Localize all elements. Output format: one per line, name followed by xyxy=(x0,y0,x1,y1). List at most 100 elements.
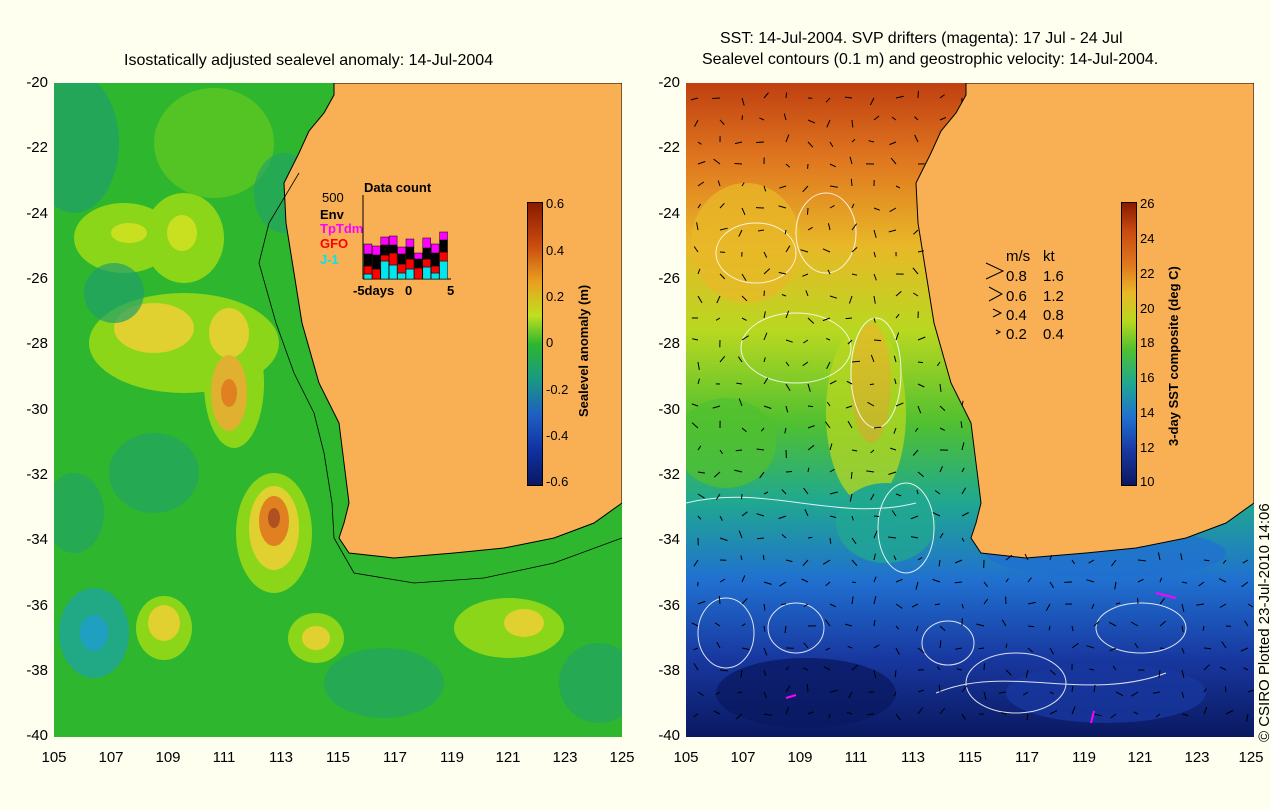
velocity-arrow xyxy=(785,559,793,563)
velocity-arrow xyxy=(826,401,831,407)
right-x-tick: 107 xyxy=(730,749,756,766)
inset-title: Data count xyxy=(364,180,432,195)
velocity-arrow xyxy=(719,355,726,363)
velocity-arrow xyxy=(826,361,831,370)
velocity-arrow xyxy=(1181,603,1185,612)
velocity-arrow xyxy=(1045,603,1051,612)
velocity-arrow xyxy=(917,383,925,388)
sealevel-colorbar-tick: 0.2 xyxy=(546,289,565,304)
data-count-bar xyxy=(422,247,431,260)
velocity-legend-header-ms: m/s xyxy=(1006,248,1031,265)
velocity-arrow xyxy=(693,663,699,671)
right-y-tick: -34 xyxy=(658,531,680,548)
right-map-title-line2: Sealevel contours (0.1 m) and geostrophi… xyxy=(702,51,1159,68)
sealevel-anomaly-map[interactable]: Data count 500 Env TpTdm GFO J-1 -5days … xyxy=(54,83,622,737)
velocity-arrow xyxy=(741,493,743,500)
data-count-bar xyxy=(439,239,448,253)
velocity-arrow xyxy=(956,668,963,671)
velocity-arrow xyxy=(763,581,772,585)
left-x-tick: 125 xyxy=(609,749,635,766)
velocity-arrow xyxy=(828,713,831,719)
velocity-arrow xyxy=(873,273,877,281)
velocity-arrow xyxy=(785,706,790,715)
velocity-arrows xyxy=(690,90,1254,722)
sst-colorbar-tick: 10 xyxy=(1140,474,1155,489)
velocity-arrow xyxy=(719,119,725,125)
velocity-arrow xyxy=(983,598,989,605)
velocity-arrow xyxy=(805,290,809,297)
sealevel-colorbar-tick: -0.6 xyxy=(546,474,569,489)
velocity-arrow xyxy=(741,115,743,121)
inset-count-label: 500 xyxy=(322,190,344,205)
velocity-arrow xyxy=(1115,602,1121,605)
right-y-tick: -26 xyxy=(658,270,680,287)
velocity-arrow xyxy=(1086,579,1095,583)
velocity-arrow xyxy=(1225,710,1234,715)
velocity-arrow xyxy=(1203,706,1208,715)
velocity-legend-kt: 0.4 xyxy=(1043,326,1064,343)
svp-drifter-tracks xyxy=(785,592,1177,724)
velocity-arrow xyxy=(716,642,721,649)
velocity-arrow xyxy=(785,163,791,168)
velocity-legend-symbols xyxy=(985,262,1005,335)
inset-legend-env: Env xyxy=(320,207,344,222)
velocity-arrow xyxy=(976,623,985,627)
velocity-arrow xyxy=(1137,559,1146,562)
sst-features xyxy=(686,183,1226,728)
velocity-arrow xyxy=(829,141,834,148)
velocity-arrow xyxy=(912,449,919,456)
velocity-arrow xyxy=(763,491,769,495)
sst-colorbar-tick: 24 xyxy=(1140,231,1155,246)
velocity-arrow xyxy=(851,223,858,231)
right-x-tick: 123 xyxy=(1184,749,1210,766)
velocity-arrow xyxy=(961,400,964,407)
velocity-arrow xyxy=(802,667,809,671)
velocity-arrow xyxy=(741,575,746,583)
velocity-arrow xyxy=(714,622,721,627)
velocity-arrow xyxy=(954,581,963,584)
velocity-arrow xyxy=(829,163,837,168)
velocity-arrow xyxy=(893,355,897,363)
data-count-bar xyxy=(363,273,373,280)
velocity-arrow xyxy=(851,537,857,545)
right-y-tick: -22 xyxy=(658,139,680,156)
velocity-arrow xyxy=(697,600,706,605)
velocity-arrow xyxy=(893,555,897,561)
velocity-arrow xyxy=(888,536,897,539)
sealevel-colorbar-tick: -0.2 xyxy=(546,382,569,397)
velocity-arrow xyxy=(693,559,699,567)
velocity-arrow xyxy=(1005,578,1009,583)
velocity-arrow xyxy=(763,625,766,632)
data-count-bar xyxy=(430,265,440,274)
velocity-arrow xyxy=(829,689,838,693)
velocity-arrow xyxy=(781,534,787,539)
velocity-arrow xyxy=(719,578,726,583)
velocity-arrow xyxy=(763,377,769,385)
velocity-arrow xyxy=(960,421,963,429)
velocity-arrow xyxy=(1001,712,1007,715)
velocity-arrow xyxy=(983,581,988,588)
data-count-bar xyxy=(363,253,373,267)
left-x-tick: 119 xyxy=(440,749,464,766)
velocity-arrow xyxy=(1137,578,1144,583)
velocity-arrow xyxy=(763,311,766,319)
velocity-arrow xyxy=(734,141,743,145)
left-x-tick: 107 xyxy=(98,749,124,766)
velocity-arrow xyxy=(719,227,728,231)
velocity-arrow xyxy=(829,295,838,299)
velocity-arrow xyxy=(719,515,723,521)
velocity-arrow xyxy=(697,471,705,474)
sealevel-anomaly-plot xyxy=(54,83,622,737)
velocity-arrow xyxy=(915,625,919,632)
sst-map[interactable]: m/s kt 0.8 1.6 0.6 1.2 0.4 0.8 0.2 0.4 xyxy=(686,83,1254,737)
data-count-bar xyxy=(397,253,406,265)
left-y-tick: -28 xyxy=(26,335,48,352)
velocity-legend-ms: 0.8 xyxy=(1006,268,1027,285)
sealevel-colorbar-tick: 0.6 xyxy=(546,196,565,211)
velocity-arrow xyxy=(778,515,787,520)
velocity-arrow xyxy=(913,229,919,235)
velocity-arrow xyxy=(1049,581,1055,589)
velocity-arrow xyxy=(719,202,725,209)
right-y-tick: -32 xyxy=(658,466,680,483)
velocity-arrow xyxy=(1224,686,1227,693)
